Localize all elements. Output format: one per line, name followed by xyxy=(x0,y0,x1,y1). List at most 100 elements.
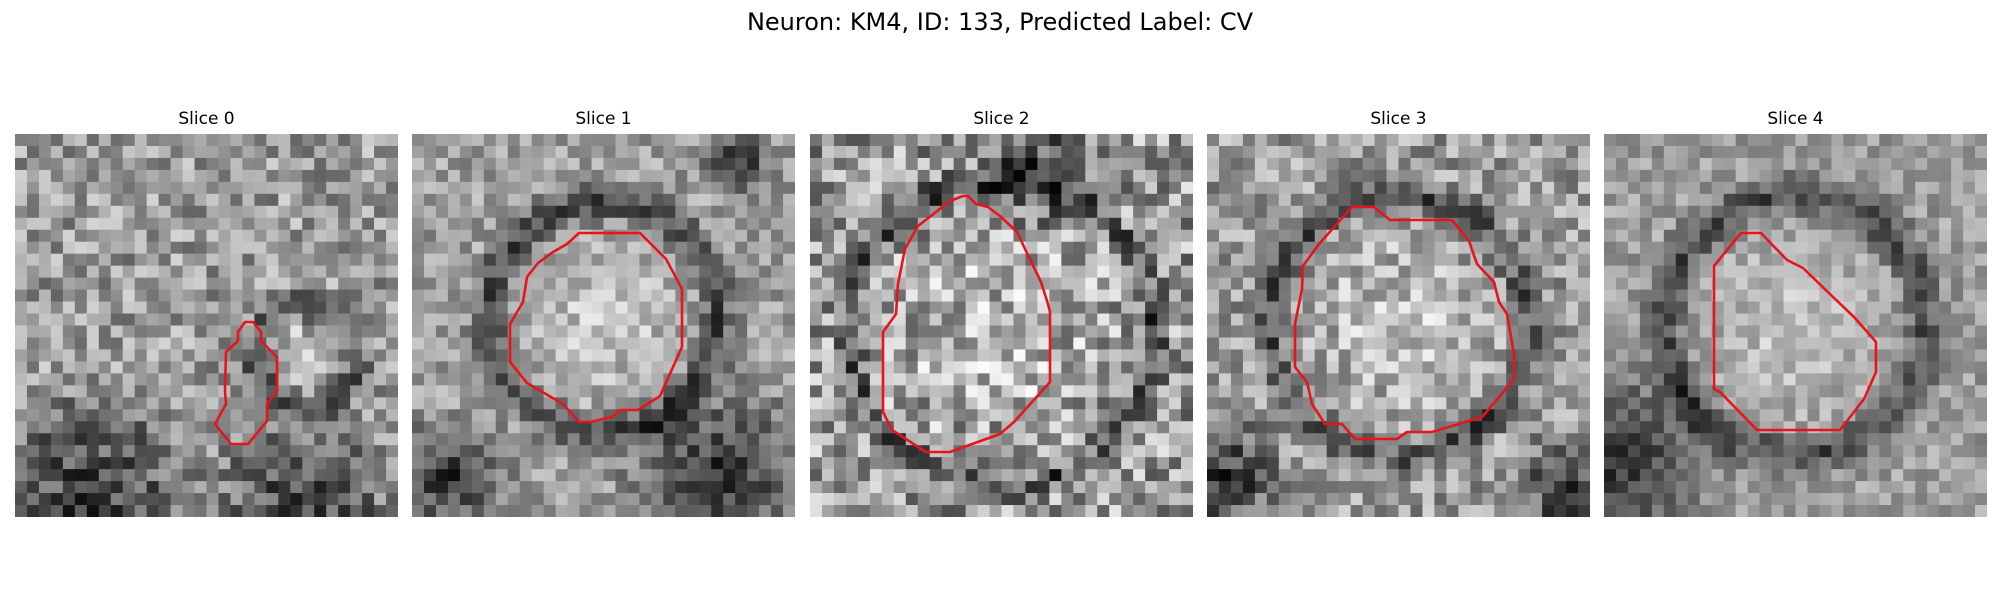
pixel xyxy=(627,481,640,494)
pixel xyxy=(1604,409,1617,422)
pixel xyxy=(374,205,387,219)
pixel xyxy=(1566,409,1579,422)
pixel xyxy=(86,277,100,290)
pixel xyxy=(531,481,545,494)
pixel xyxy=(1759,181,1772,195)
pixel xyxy=(1422,229,1435,243)
pixel xyxy=(350,469,363,482)
pixel xyxy=(1470,493,1483,506)
pixel xyxy=(507,493,521,506)
pixel xyxy=(845,301,859,314)
pixel xyxy=(917,217,931,231)
pixel xyxy=(459,265,473,279)
pixel xyxy=(1133,349,1146,362)
pixel xyxy=(1675,145,1689,159)
pixel xyxy=(1939,301,1952,314)
pixel xyxy=(567,397,580,410)
pixel xyxy=(1951,313,1964,326)
pixel xyxy=(723,349,736,362)
pixel xyxy=(687,253,700,267)
pixel xyxy=(965,229,978,243)
pixel xyxy=(1386,409,1399,422)
pixel xyxy=(663,433,676,446)
pixel xyxy=(1230,241,1244,255)
pixel xyxy=(1867,421,1880,434)
slice-title: Slice 2 xyxy=(973,109,1030,129)
pixel xyxy=(759,193,772,207)
pixel xyxy=(917,313,931,326)
pixel xyxy=(314,505,327,517)
pixel xyxy=(1302,217,1316,231)
pixel xyxy=(810,445,823,458)
pixel xyxy=(206,457,219,470)
pixel xyxy=(1639,217,1653,231)
pixel xyxy=(627,397,640,410)
pixel xyxy=(1254,361,1268,374)
pixel xyxy=(1963,313,1976,326)
pixel xyxy=(254,205,267,219)
pixel xyxy=(675,385,688,398)
pixel xyxy=(423,481,437,494)
pixel xyxy=(1266,385,1280,398)
pixel xyxy=(1615,433,1629,446)
pixel xyxy=(1422,325,1435,338)
pixel xyxy=(350,325,363,338)
pixel xyxy=(1302,157,1316,171)
pixel xyxy=(412,193,425,207)
pixel xyxy=(1037,205,1050,219)
pixel xyxy=(1145,481,1158,494)
pixel xyxy=(1362,457,1375,470)
pixel xyxy=(1049,409,1062,422)
pixel xyxy=(1085,385,1098,398)
pixel xyxy=(134,241,148,255)
pixel xyxy=(1675,421,1689,434)
pixel xyxy=(1604,217,1617,231)
pixel xyxy=(266,241,279,255)
pixel xyxy=(242,361,255,374)
pixel xyxy=(1494,481,1507,494)
pixel xyxy=(567,445,580,458)
pixel xyxy=(1314,445,1328,458)
pixel xyxy=(350,265,363,279)
pixel xyxy=(977,361,990,374)
pixel xyxy=(459,373,473,386)
pixel xyxy=(941,217,955,231)
pixel xyxy=(435,169,449,183)
pixel xyxy=(170,445,183,458)
pixel xyxy=(146,385,160,398)
pixel xyxy=(1422,253,1435,267)
pixel xyxy=(254,397,267,410)
pixel xyxy=(423,145,437,159)
pixel xyxy=(1687,457,1701,470)
pixel xyxy=(1398,134,1411,147)
pixel xyxy=(350,313,363,326)
pixel xyxy=(1687,337,1701,350)
pixel xyxy=(1350,409,1363,422)
pixel xyxy=(1097,229,1110,243)
pixel xyxy=(1458,481,1471,494)
pixel xyxy=(519,469,533,482)
pixel xyxy=(759,457,772,470)
pixel xyxy=(881,217,895,231)
pixel xyxy=(711,265,724,279)
pixel xyxy=(230,193,243,207)
pixel xyxy=(1747,134,1760,147)
pixel xyxy=(266,469,279,482)
pixel xyxy=(519,325,533,338)
pixel xyxy=(941,337,955,350)
pixel xyxy=(989,253,1002,267)
pixel xyxy=(857,229,871,243)
pixel xyxy=(1867,277,1880,290)
pixel xyxy=(326,481,339,494)
pixel xyxy=(62,134,76,147)
pixel xyxy=(182,134,195,147)
pixel xyxy=(929,349,943,362)
pixel xyxy=(254,241,267,255)
pixel xyxy=(1410,409,1423,422)
pixel xyxy=(905,469,919,482)
pixel xyxy=(1867,445,1880,458)
pixel xyxy=(555,265,568,279)
pixel xyxy=(1025,469,1038,482)
pixel xyxy=(1073,373,1086,386)
pixel xyxy=(1266,493,1280,506)
